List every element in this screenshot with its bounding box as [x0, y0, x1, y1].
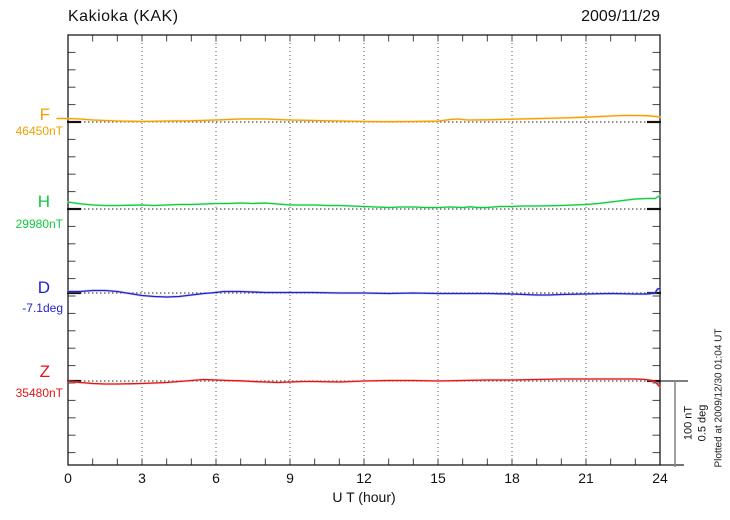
series-label-z: Z: [39, 362, 50, 381]
x-tick-24: 24: [652, 470, 668, 486]
series-baseline-d: -7.1deg: [22, 301, 63, 315]
x-tick-9: 9: [286, 470, 294, 486]
scale-bar-label: 100 nT 0.5 deg: [682, 405, 710, 442]
x-tick-0: 0: [64, 470, 72, 486]
plotted-at-note: Plotted at 2009/12/30 01:04 UT: [713, 328, 725, 468]
x-tick-15: 15: [430, 470, 446, 486]
plot-date: 2009/11/29: [581, 8, 660, 25]
x-tick-6: 6: [212, 470, 220, 486]
scale-bar-deg: 0.5 deg: [696, 404, 708, 442]
x-axis-label: U T (hour): [332, 489, 396, 505]
series-baseline-f: 46450nT: [15, 124, 63, 138]
series-label-f: F: [39, 105, 50, 124]
scale-bar-nt: 100 nT: [682, 405, 695, 441]
x-tick-21: 21: [578, 470, 594, 486]
series-label-d: D: [37, 278, 50, 297]
page-title: Kakioka (KAK): [68, 8, 179, 25]
x-tick-12: 12: [356, 470, 372, 486]
series-baseline-h: 29980nT: [15, 217, 63, 231]
series-baseline-z: 35480nT: [15, 386, 63, 400]
x-tick-18: 18: [504, 470, 520, 486]
series-label-h: H: [37, 192, 50, 211]
x-tick-3: 3: [138, 470, 146, 486]
